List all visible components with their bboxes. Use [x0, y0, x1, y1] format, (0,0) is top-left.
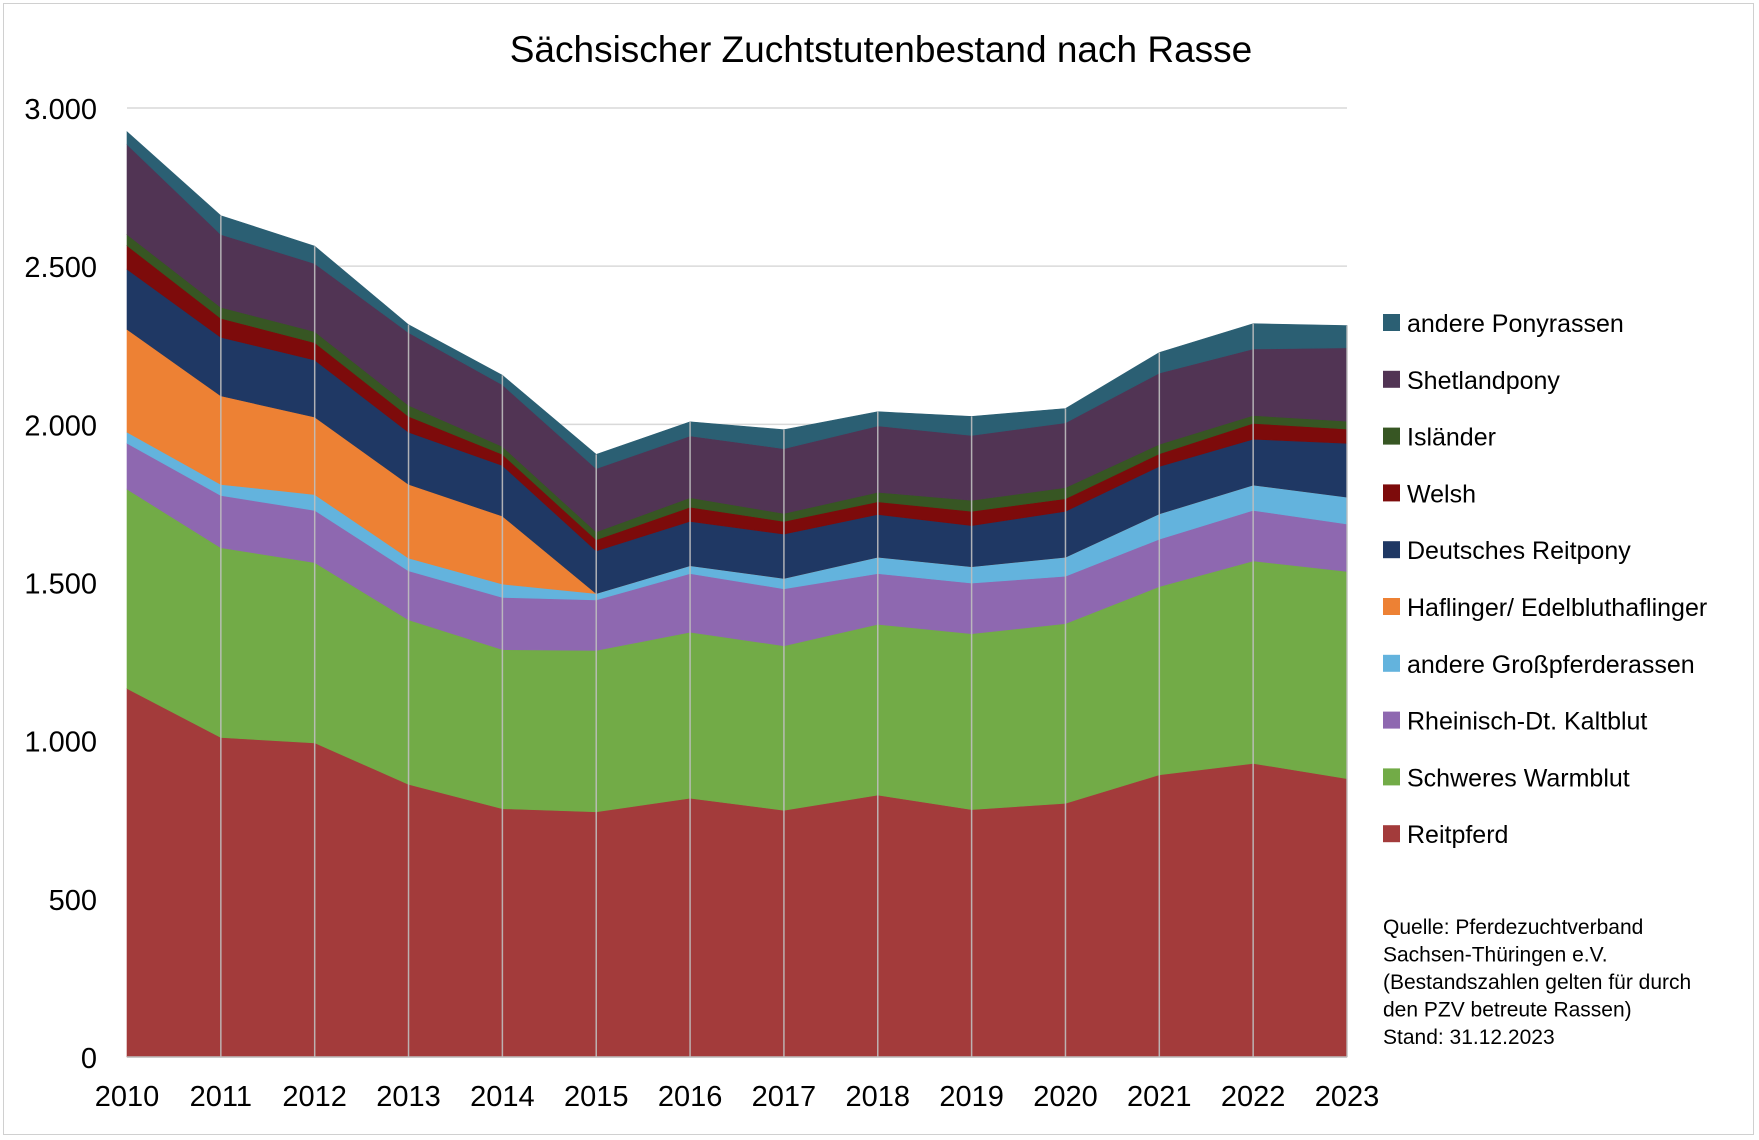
source-note: Quelle: Pferdezuchtverband Sachsen-Thürin… — [1383, 916, 1691, 1049]
x-tick-label: 2023 — [1315, 1081, 1380, 1113]
chart-title: Sächsischer Zuchtstutenbestand nach Rass… — [510, 29, 1252, 70]
legend-swatch — [1383, 484, 1400, 502]
legend-swatch — [1383, 314, 1400, 331]
legend-swatch — [1383, 370, 1400, 388]
source-note-line: (Bestandszahlen gelten für durch — [1383, 971, 1691, 994]
source-note-line: Stand: 31.12.2023 — [1383, 1026, 1555, 1049]
y-tick-label: 0 — [81, 1043, 97, 1075]
legend-item: Haflinger/ Edelbluthaflinger — [1383, 594, 1707, 622]
x-tick-label: 2015 — [564, 1081, 629, 1113]
source-note-line: den PZV betreute Rassen) — [1383, 999, 1632, 1022]
legend-label: Reitpferd — [1407, 821, 1508, 849]
legend-swatch — [1383, 427, 1400, 445]
x-tick-label: 2016 — [658, 1081, 723, 1113]
legend-item: Deutsches Reitpony — [1383, 537, 1631, 565]
legend-item: Reitpferd — [1383, 821, 1508, 849]
x-tick-label: 2018 — [846, 1081, 911, 1113]
legend-label: Haflinger/ Edelbluthaflinger — [1407, 594, 1707, 622]
x-tick-label: 2022 — [1221, 1081, 1286, 1113]
x-axis: 2010 2011 2012 2013 2014 2015 2016 2017 2018 2019… — [95, 1081, 1380, 1113]
chart-frame — [3, 3, 1754, 1135]
y-tick-label: 500 — [49, 885, 97, 917]
source-note-line: Quelle: Pferdezuchtverband — [1383, 916, 1643, 939]
legend-item: Shetlandpony — [1383, 367, 1560, 395]
category-separators — [127, 215, 1348, 1058]
legend-item: Schweres Warmblut — [1383, 764, 1630, 792]
x-tick-label: 2019 — [939, 1081, 1004, 1113]
x-tick-label: 2017 — [752, 1081, 817, 1113]
x-tick-label: 2010 — [95, 1081, 160, 1113]
y-tick-label: 2.500 — [24, 252, 97, 284]
legend-swatch — [1383, 768, 1400, 786]
x-tick-label: 2021 — [1127, 1081, 1192, 1113]
area-series-group — [126, 131, 1348, 1058]
legend: andere Ponyrassen Shetlandpony Isländer Wel… — [1383, 310, 1707, 849]
legend-label: andere Ponyrassen — [1407, 310, 1624, 338]
legend-item: andere Großpferderassen — [1383, 651, 1695, 679]
x-tick-label: 2014 — [470, 1081, 535, 1113]
y-tick-label: 3.000 — [24, 94, 97, 126]
legend-swatch — [1383, 598, 1400, 615]
x-tick-label: 2013 — [376, 1081, 441, 1113]
legend-swatch — [1383, 825, 1400, 843]
legend-label: andere Großpferderassen — [1407, 651, 1695, 679]
x-tick-label: 2011 — [190, 1081, 252, 1113]
legend-swatch — [1383, 654, 1400, 672]
legend-swatch — [1383, 541, 1400, 559]
legend-item: Welsh — [1383, 480, 1476, 508]
legend-label: Schweres Warmblut — [1407, 764, 1630, 792]
y-tick-label: 1.000 — [24, 727, 97, 759]
x-tick-label: 2020 — [1033, 1081, 1098, 1113]
legend-label: Shetlandpony — [1407, 367, 1560, 395]
legend-label: Rheinisch-Dt. Kaltblut — [1407, 708, 1647, 736]
y-axis: 0 500 1.000 1.500 2.000 2.500 3.000 — [24, 94, 97, 1075]
source-note-line: Sachsen-Thüringen e.V. — [1383, 944, 1608, 967]
legend-label: Deutsches Reitpony — [1407, 537, 1631, 565]
legend-item: andere Ponyrassen — [1383, 310, 1624, 338]
legend-item: Rheinisch-Dt. Kaltblut — [1383, 708, 1647, 736]
legend-item: Isländer — [1383, 424, 1496, 452]
legend-swatch — [1383, 711, 1400, 729]
legend-label: Welsh — [1407, 480, 1476, 508]
y-tick-label: 2.000 — [24, 410, 97, 442]
x-tick-label: 2012 — [282, 1081, 347, 1113]
y-tick-label: 1.500 — [24, 569, 97, 601]
legend-label: Isländer — [1407, 424, 1496, 452]
